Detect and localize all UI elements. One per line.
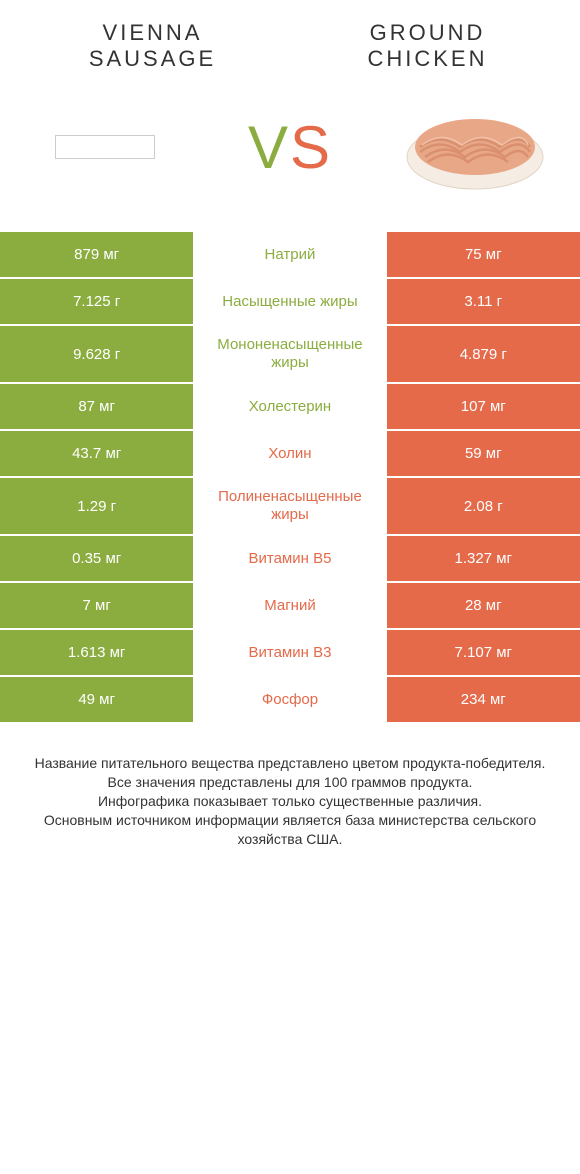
right-value: 234 мг xyxy=(387,677,580,722)
left-value: 0.35 мг xyxy=(0,536,193,581)
vs-s: S xyxy=(290,114,332,181)
right-value: 7.107 мг xyxy=(387,630,580,675)
nutrient-name: Витамин B5 xyxy=(193,536,386,581)
right-value: 2.08 г xyxy=(387,478,580,534)
nutrient-name: Магний xyxy=(193,583,386,628)
right-value: 75 мг xyxy=(387,232,580,277)
left-value: 7.125 г xyxy=(0,279,193,324)
left-value: 87 мг xyxy=(0,384,193,429)
table-row: 7.125 гНасыщенные жиры3.11 г xyxy=(0,279,580,326)
right-value: 1.327 мг xyxy=(387,536,580,581)
right-value: 28 мг xyxy=(387,583,580,628)
left-value: 9.628 г xyxy=(0,326,193,382)
left-product-image xyxy=(30,92,180,202)
left-value: 49 мг xyxy=(0,677,193,722)
right-product-image xyxy=(400,92,550,202)
header: VIENNA SAUSAGE GROUND CHICKEN xyxy=(0,0,580,82)
nutrient-name: Мононенасыщенные жиры xyxy=(193,326,386,382)
table-row: 0.35 мгВитамин B51.327 мг xyxy=(0,536,580,583)
vs-v: V xyxy=(248,114,290,181)
table-row: 1.613 мгВитамин B37.107 мг xyxy=(0,630,580,677)
table-row: 9.628 гМононенасыщенные жиры4.879 г xyxy=(0,326,580,384)
table-row: 879 мгНатрий75 мг xyxy=(0,232,580,279)
left-value: 1.29 г xyxy=(0,478,193,534)
left-value: 43.7 мг xyxy=(0,431,193,476)
nutrient-name: Витамин B3 xyxy=(193,630,386,675)
vs-row: VS xyxy=(0,82,580,232)
nutrient-name: Насыщенные жиры xyxy=(193,279,386,324)
footer-line-3: Инфографика показывает только существенн… xyxy=(20,792,560,811)
footer-line-4: Основным источником информации является … xyxy=(20,811,560,849)
nutrient-name: Натрий xyxy=(193,232,386,277)
nutrient-name: Холин xyxy=(193,431,386,476)
left-product-title: VIENNA SAUSAGE xyxy=(40,20,265,72)
footer-line-2: Все значения представлены для 100 граммо… xyxy=(20,773,560,792)
nutrient-name: Холестерин xyxy=(193,384,386,429)
left-value: 879 мг xyxy=(0,232,193,277)
vs-label: VS xyxy=(248,113,332,182)
table-row: 87 мгХолестерин107 мг xyxy=(0,384,580,431)
right-value: 3.11 г xyxy=(387,279,580,324)
right-value: 59 мг xyxy=(387,431,580,476)
right-product-title: GROUND CHICKEN xyxy=(315,20,540,72)
table-row: 7 мгМагний28 мг xyxy=(0,583,580,630)
nutrient-name: Полиненасыщенные жиры xyxy=(193,478,386,534)
table-row: 43.7 мгХолин59 мг xyxy=(0,431,580,478)
comparison-table: 879 мгНатрий75 мг7.125 гНасыщенные жиры3… xyxy=(0,232,580,724)
right-value: 4.879 г xyxy=(387,326,580,382)
table-row: 1.29 гПолиненасыщенные жиры2.08 г xyxy=(0,478,580,536)
footer-notes: Название питательного вещества представл… xyxy=(0,724,580,878)
left-image-placeholder xyxy=(55,135,155,159)
footer-line-1: Название питательного вещества представл… xyxy=(20,754,560,773)
left-value: 7 мг xyxy=(0,583,193,628)
ground-chicken-icon xyxy=(400,97,550,197)
left-value: 1.613 мг xyxy=(0,630,193,675)
right-value: 107 мг xyxy=(387,384,580,429)
table-row: 49 мгФосфор234 мг xyxy=(0,677,580,724)
nutrient-name: Фосфор xyxy=(193,677,386,722)
